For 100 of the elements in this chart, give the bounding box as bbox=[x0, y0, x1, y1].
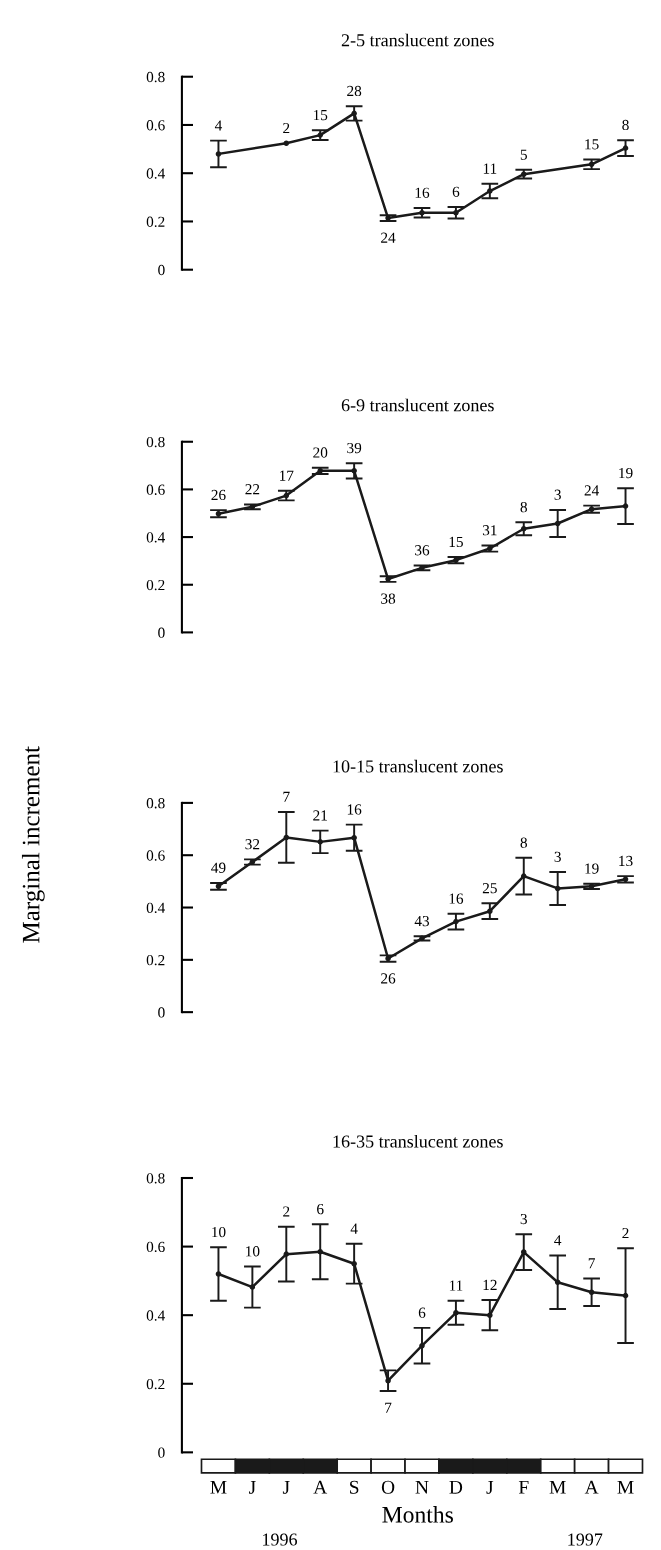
annotation: 26 bbox=[211, 489, 226, 501]
annotation: 3 bbox=[554, 851, 561, 862]
x-tick-label: J bbox=[249, 1480, 256, 1494]
y-tick-label: 0 bbox=[158, 1447, 165, 1458]
annotation: 36 bbox=[415, 545, 430, 556]
annotation: 8 bbox=[520, 501, 527, 513]
y-tick-label: 0.4 bbox=[146, 902, 165, 914]
point bbox=[419, 1342, 425, 1349]
y-tick-label: 0.6 bbox=[146, 850, 165, 861]
point bbox=[554, 1279, 561, 1286]
point bbox=[520, 1249, 527, 1255]
y-tick-label: 0.2 bbox=[146, 1378, 165, 1390]
annotation: 12 bbox=[483, 1279, 497, 1290]
point bbox=[283, 1251, 290, 1257]
y-axis-title: Marginal increment bbox=[21, 746, 45, 943]
annotation: 16 bbox=[415, 187, 430, 198]
annotation: 20 bbox=[313, 447, 328, 458]
x-tick-label: A bbox=[313, 1480, 328, 1494]
y-tick-label: 0.2 bbox=[146, 954, 165, 966]
point bbox=[351, 110, 357, 117]
annotation: 22 bbox=[245, 484, 260, 495]
annotation: 4 bbox=[214, 120, 223, 131]
annotation: 11 bbox=[449, 1280, 463, 1291]
point bbox=[622, 1292, 629, 1299]
annotation: 16 bbox=[347, 804, 362, 815]
y-tick-label: 0.8 bbox=[146, 436, 165, 448]
chart-title: 6-9 translucent zones bbox=[341, 398, 494, 412]
y-tick-label: 0.2 bbox=[146, 216, 165, 227]
x-tick-label: M bbox=[210, 1480, 227, 1494]
annotation: 38 bbox=[381, 593, 396, 604]
chart-title: 16-35 translucent zones bbox=[333, 1134, 503, 1148]
x-tick-label: A bbox=[584, 1480, 599, 1494]
x-tick-label: J bbox=[486, 1480, 494, 1494]
y-tick-label: 0.4 bbox=[146, 168, 165, 179]
x-tick-label: F bbox=[518, 1480, 529, 1494]
annotation: 32 bbox=[245, 839, 260, 850]
x-tick-label: M bbox=[549, 1480, 566, 1494]
annotation: 31 bbox=[482, 525, 497, 536]
y-tick-label: 0.6 bbox=[146, 1241, 165, 1253]
annotation: 6 bbox=[452, 186, 460, 197]
annotation: 28 bbox=[347, 85, 362, 97]
x-tick-label: N bbox=[415, 1480, 429, 1494]
y-tick-label: 0.8 bbox=[146, 1173, 165, 1184]
annotation: 49 bbox=[211, 862, 226, 873]
annotation: 10 bbox=[212, 1226, 226, 1238]
annotation: 6 bbox=[418, 1307, 426, 1318]
chart-title: 10-15 translucent zones bbox=[333, 759, 503, 773]
annotation: 2 bbox=[283, 122, 290, 134]
annotation: 4 bbox=[350, 1223, 358, 1234]
annotation: 11 bbox=[483, 163, 497, 174]
point bbox=[317, 1248, 324, 1255]
y-tick-label: 0.4 bbox=[146, 1310, 165, 1321]
point bbox=[453, 1309, 459, 1316]
annotation: 26 bbox=[381, 973, 396, 984]
text: 1996 bbox=[263, 1533, 298, 1546]
annotation: 19 bbox=[585, 863, 599, 874]
annotation: 16 bbox=[449, 893, 464, 904]
annotation: 15 bbox=[585, 139, 599, 150]
annotation: 13 bbox=[619, 855, 633, 867]
point bbox=[283, 834, 290, 841]
annotation: 25 bbox=[482, 883, 497, 894]
point bbox=[351, 1260, 357, 1267]
annotation: 3 bbox=[520, 1213, 527, 1225]
point bbox=[487, 1312, 493, 1318]
annotation: 2 bbox=[283, 1206, 290, 1217]
x-axis-title: Months bbox=[382, 1506, 453, 1523]
x-tick-label: O bbox=[381, 1480, 395, 1494]
annotation: 43 bbox=[414, 915, 430, 927]
x-tick-label: S bbox=[350, 1480, 359, 1494]
point bbox=[283, 140, 290, 147]
point bbox=[453, 918, 459, 925]
annotation: 21 bbox=[313, 810, 327, 821]
annotation: 4 bbox=[554, 1235, 562, 1246]
annotation: 15 bbox=[313, 109, 328, 121]
point bbox=[622, 503, 629, 509]
y-tick-label: 0.4 bbox=[146, 532, 165, 543]
point bbox=[215, 1271, 222, 1277]
y-tick-label: 0.8 bbox=[146, 71, 165, 83]
point bbox=[554, 885, 561, 892]
text: 7 bbox=[283, 791, 290, 802]
point bbox=[351, 834, 357, 841]
point bbox=[249, 1284, 256, 1290]
x-tick-label: M bbox=[617, 1480, 634, 1494]
y-tick-label: 0.8 bbox=[146, 798, 165, 809]
x-tick-label: J bbox=[282, 1480, 290, 1494]
annotation: 7 bbox=[385, 1402, 392, 1413]
point bbox=[487, 908, 493, 914]
y-tick-label: 0.6 bbox=[146, 120, 165, 131]
y-tick-label: 0 bbox=[158, 264, 165, 276]
x-tick-label: D bbox=[449, 1480, 463, 1494]
annotation: 3 bbox=[554, 489, 561, 500]
point bbox=[520, 525, 527, 532]
annotation: 17 bbox=[280, 470, 294, 481]
point bbox=[588, 1289, 595, 1295]
annotation: 8 bbox=[520, 837, 527, 848]
chart-title: 2-5 translucent zones bbox=[341, 33, 494, 47]
point bbox=[385, 1377, 391, 1384]
y-tick-label: 0.6 bbox=[146, 484, 165, 495]
annotation: 24 bbox=[381, 232, 396, 243]
point bbox=[554, 520, 561, 527]
